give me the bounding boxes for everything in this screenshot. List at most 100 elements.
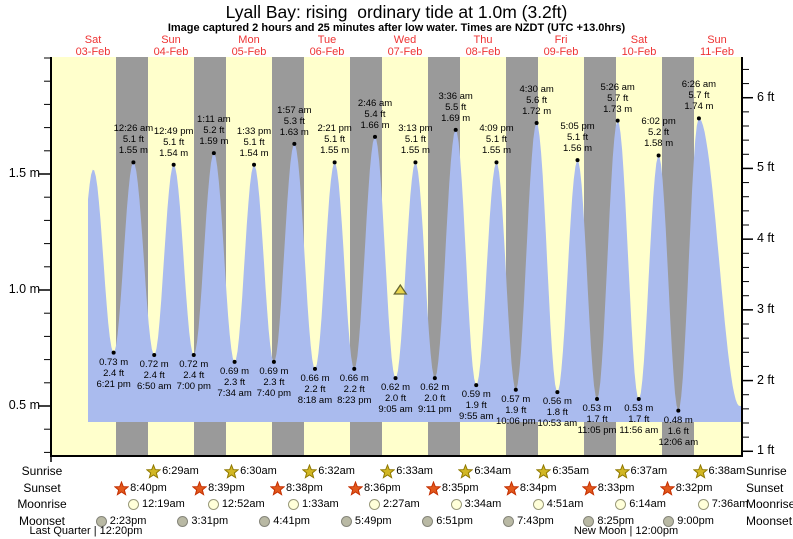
low-tide-label: 0.72 m 2.4 ft 7:00 pm <box>148 359 240 392</box>
sunset-glyph <box>192 481 208 496</box>
sunrise-icon <box>458 464 474 479</box>
tide-label-line: 1.55 m <box>400 145 430 157</box>
day-date: 06-Feb <box>309 46 345 58</box>
sunset-glyph <box>581 481 597 496</box>
astro-row-label-right-moonrise: Moonrise <box>746 497 793 511</box>
astro-entry-sunset: 8:33pm <box>581 481 634 496</box>
astro-entry-sunset: 8:35pm <box>425 481 479 496</box>
tide-label-line: 1.63 m <box>279 126 309 138</box>
moonrise-icon <box>615 499 627 510</box>
high-tide-label: 12:49 pm 5.1 ft 1.54 m <box>128 126 220 159</box>
moonset-icon <box>583 516 595 527</box>
moonrise-icon <box>368 499 380 510</box>
low-tide-label: 0.66 m 2.2 ft 8:18 am <box>269 373 361 406</box>
tide-label-line: 2:21 pm <box>317 123 352 135</box>
astro-entry-sunset: 8:40pm <box>114 481 167 496</box>
sunset-icon <box>270 481 286 496</box>
high-tide-label: 6:26 am 5.7 ft 1.74 m <box>653 79 745 112</box>
y-axis-label-ft: 5 ft <box>757 160 775 175</box>
moonrise-glyph <box>207 499 219 510</box>
high-tide-label: 2:21 pm 5.1 ft 1.55 m <box>289 123 381 156</box>
tide-label-line: 1.9 ft <box>465 400 487 412</box>
astro-entry-sunrise: 6:32am <box>302 464 355 479</box>
tide-label-line: 5.1 ft <box>163 136 185 148</box>
tide-label-line: 5:26 am <box>600 81 635 93</box>
astro-time: 3:31pm <box>191 515 229 527</box>
tide-label-line: 1.9 ft <box>505 404 527 416</box>
astro-entry-moonrise: 12:52am <box>206 497 265 512</box>
tide-label-line: 2.4 ft <box>183 369 205 381</box>
tide-label-line: 8:18 am <box>297 394 333 406</box>
tide-label-line: 0.66 m <box>300 372 330 384</box>
moonset-icon <box>422 516 434 527</box>
astro-row-label-left-sunset: Sunset <box>23 481 61 495</box>
astro-entry-sunrise: 6:30am <box>224 464 277 479</box>
sunrise-glyph <box>380 464 396 479</box>
day-label: Sat 03-Feb <box>53 34 133 58</box>
astro-entry-moonrise: 3:34am <box>449 497 501 512</box>
tide-label-line: 9:05 am <box>378 404 413 416</box>
day-label: Mon 05-Feb <box>209 34 289 58</box>
astro-time: 8:36pm <box>363 482 401 494</box>
tide-label-line: 5.1 ft <box>324 134 346 146</box>
moonset-glyph <box>422 516 434 527</box>
day-label: Fri 09-Feb <box>521 34 601 58</box>
high-tide-dot <box>494 160 499 165</box>
day-date: 04-Feb <box>153 46 189 58</box>
high-tide-label: 2:46 am 5.4 ft 1.66 m <box>329 98 421 131</box>
moonrise-glyph <box>450 499 462 510</box>
tide-label-line: 1.8 ft <box>546 407 568 419</box>
astro-time: 6:14am <box>629 498 666 510</box>
low-tide-label: 0.69 m 2.3 ft 7:40 pm <box>228 366 320 399</box>
moonrise-glyph <box>368 499 380 510</box>
low-tide-dot <box>595 397 600 402</box>
tide-label-line: 2.2 ft <box>343 383 365 395</box>
tide-label-line: 1.54 m <box>239 147 269 159</box>
tide-label-line: 0.53 m <box>582 403 612 415</box>
y-axis-label-m: 0.5 m <box>8 398 40 412</box>
y-axis-label-m: 1.5 m <box>8 166 40 180</box>
high-tide-dot <box>332 160 337 165</box>
sunrise-icon <box>536 464 552 479</box>
astro-row-label-left-moonrise: Moonrise <box>17 497 67 511</box>
moonset-icon <box>663 516 675 527</box>
low-tide-dot <box>513 387 518 392</box>
tide-label-line: 3:36 am <box>438 90 473 102</box>
moonset-icon <box>259 516 271 527</box>
high-tide-dot <box>131 160 136 165</box>
astro-row-label-right-sunset: Sunset <box>746 481 784 495</box>
moonrise-glyph <box>532 499 544 510</box>
astro-time: 1:33am <box>302 498 339 510</box>
low-tide-label: 0.56 m 1.8 ft 10:53 am <box>511 396 603 429</box>
high-tide-dot <box>171 162 176 167</box>
tide-label-line: 0.53 m <box>624 403 654 415</box>
tide-label-line: 5.4 ft <box>364 108 386 120</box>
tide-label-line: 5.3 ft <box>283 115 305 127</box>
high-tide-dot <box>696 116 701 121</box>
tide-label-line: 1.69 m <box>441 112 471 124</box>
sunset-icon <box>347 481 363 496</box>
astro-entry-moonset: 9:00pm <box>661 514 714 529</box>
astro-entry-moonrise: 6:14am <box>613 497 666 512</box>
moonset-glyph <box>583 516 595 527</box>
astro-entry-moonset: 4:41pm <box>257 514 310 529</box>
moonset-glyph <box>95 516 107 527</box>
moonrise-glyph <box>288 499 300 510</box>
tide-label-line: 0.59 m <box>461 389 491 401</box>
astro-time: 8:40pm <box>130 482 167 494</box>
tide-label-line: 5.2 ft <box>203 125 225 137</box>
low-tide-dot <box>191 352 196 357</box>
tide-label-line: 0.56 m <box>542 396 572 408</box>
day-date: 03-Feb <box>75 46 111 58</box>
y-axis-label-ft: 4 ft <box>757 231 775 246</box>
low-tide-dot <box>352 366 357 371</box>
tide-label-line: 8:23 pm <box>337 394 372 406</box>
sunrise-glyph <box>614 464 630 479</box>
high-tide-dot <box>372 134 377 139</box>
low-tide-label: 0.69 m 2.3 ft 7:34 am <box>189 366 281 399</box>
tide-label-line: 11:56 am <box>619 425 659 437</box>
high-tide-label: 12:26 am 5.1 ft 1.55 m <box>87 123 179 156</box>
astro-time: 2:23pm <box>109 515 147 527</box>
astro-time: 8:35pm <box>441 482 479 494</box>
